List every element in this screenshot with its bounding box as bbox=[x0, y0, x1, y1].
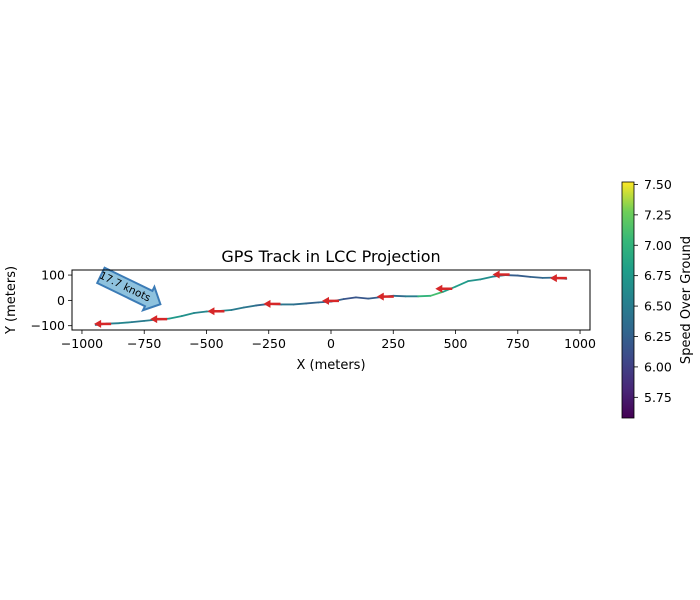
x-tick-label: 750 bbox=[506, 336, 530, 351]
colorbar-label: Speed Over Ground bbox=[679, 236, 694, 364]
track-segment bbox=[180, 312, 195, 317]
x-tick-label: −750 bbox=[127, 336, 161, 351]
colorbar-tick-label: 6.50 bbox=[644, 299, 672, 314]
x-tick-label: −500 bbox=[189, 336, 223, 351]
x-tick-label: 500 bbox=[444, 336, 468, 351]
track-segment bbox=[292, 302, 307, 306]
track-segment bbox=[429, 290, 444, 297]
track-segment bbox=[193, 310, 208, 314]
colorbar-tick-label: 6.00 bbox=[644, 359, 672, 374]
colorbar-tick-label: 7.50 bbox=[644, 177, 672, 192]
heading-arrow bbox=[549, 274, 567, 283]
heading-arrow bbox=[435, 284, 453, 293]
x-tick-label: 250 bbox=[381, 336, 405, 351]
track-segment bbox=[342, 296, 357, 301]
y-tick-label: −100 bbox=[31, 318, 65, 333]
y-axis-ticks: −100 0 100 bbox=[31, 268, 72, 333]
track-segment bbox=[130, 319, 146, 324]
track-segment bbox=[168, 315, 183, 320]
track-segment bbox=[118, 321, 133, 325]
chart-title: GPS Track in LCC Projection bbox=[221, 247, 440, 266]
heading-arrow bbox=[94, 319, 112, 328]
colorbar-ticks: 5.75 6.00 6.25 6.50 6.75 7.00 7.25 7.50 bbox=[634, 177, 672, 405]
heading-arrow bbox=[150, 315, 168, 324]
x-tick-label: −250 bbox=[252, 336, 286, 351]
track-segment bbox=[417, 294, 432, 298]
speed-annotation: 17.7 knots bbox=[95, 266, 162, 312]
track-segment bbox=[479, 275, 494, 281]
track-segment bbox=[305, 301, 320, 305]
y-tick-label: 0 bbox=[57, 293, 65, 308]
colorbar bbox=[621, 181, 635, 419]
x-tick-label: −1000 bbox=[61, 336, 103, 351]
annotation-arrow-shape bbox=[95, 266, 162, 312]
colorbar-tick-label: 6.75 bbox=[644, 268, 672, 283]
track-segment bbox=[454, 280, 469, 288]
heading-arrow bbox=[207, 307, 225, 316]
x-tick-label: 1000 bbox=[564, 336, 596, 351]
x-tick-label: 0 bbox=[327, 336, 335, 351]
x-axis-ticks: −1000 −750 −500 −250 0 250 500 750 1000 bbox=[61, 330, 596, 351]
track-segment bbox=[355, 296, 370, 300]
track-segment bbox=[230, 306, 245, 311]
track-segment bbox=[529, 275, 544, 279]
colorbar-tick-label: 6.25 bbox=[644, 329, 672, 344]
heading-arrow bbox=[376, 292, 394, 301]
track-segment bbox=[516, 274, 532, 278]
heading-arrows bbox=[94, 270, 567, 328]
track-segment bbox=[467, 278, 482, 283]
y-tick-label: 100 bbox=[41, 268, 65, 283]
track-segment bbox=[392, 294, 407, 298]
x-axis-label: X (meters) bbox=[296, 358, 365, 373]
y-axis-label: Y (meters) bbox=[4, 266, 19, 335]
colorbar-tick-label: 5.75 bbox=[644, 390, 672, 405]
colorbar-tick-label: 7.00 bbox=[644, 238, 672, 253]
colorbar-tick-label: 7.25 bbox=[644, 207, 672, 222]
heading-arrow bbox=[263, 299, 281, 308]
track-segment bbox=[242, 304, 258, 309]
heading-arrow bbox=[322, 296, 339, 305]
heading-arrow bbox=[492, 270, 510, 279]
